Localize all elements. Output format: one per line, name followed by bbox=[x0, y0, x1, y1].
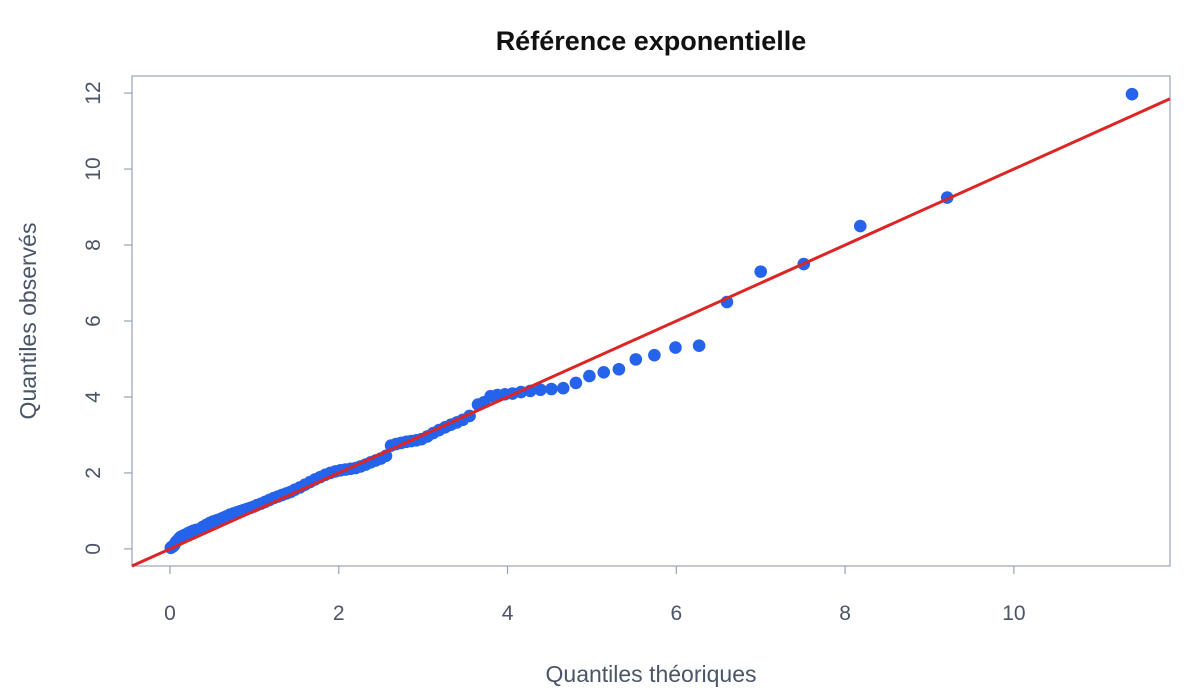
y-tick-label: 12 bbox=[82, 81, 105, 104]
data-point bbox=[556, 381, 570, 395]
x-tick-label: 4 bbox=[502, 602, 514, 625]
x-tick-label: 10 bbox=[1002, 602, 1025, 625]
data-point bbox=[754, 265, 768, 278]
data-point bbox=[692, 339, 706, 352]
data-point bbox=[545, 382, 558, 396]
data-point bbox=[569, 376, 583, 390]
data-point bbox=[612, 362, 626, 376]
reference-line-layer bbox=[131, 97, 1171, 568]
x-tick-label: 0 bbox=[164, 602, 176, 625]
data-point bbox=[669, 341, 682, 354]
x-axis-label: Quantiles théoriques bbox=[546, 661, 757, 687]
x-tick-label: 8 bbox=[839, 602, 851, 625]
x-tick-label: 2 bbox=[333, 602, 345, 625]
y-tick-label: 6 bbox=[82, 315, 105, 327]
y-tick-label: 2 bbox=[82, 467, 105, 479]
data-point bbox=[648, 348, 661, 362]
y-axis: 0 2 4 6 8 10 12 bbox=[82, 81, 132, 555]
data-point bbox=[629, 353, 643, 366]
data-point bbox=[534, 383, 547, 397]
data-point bbox=[853, 219, 867, 233]
plot-area: 0 2 4 6 10 8 0 2 4 6 8 10 12 bbox=[82, 75, 1171, 625]
y-tick-label: 0 bbox=[82, 543, 105, 555]
x-tick-label: 6 bbox=[670, 602, 682, 625]
y-tick-label: 8 bbox=[82, 239, 105, 251]
data-point bbox=[597, 365, 611, 379]
data-point bbox=[1125, 87, 1139, 101]
data-point bbox=[583, 369, 596, 383]
x-axis: 0 2 4 6 10 8 bbox=[164, 566, 1026, 625]
reference-line bbox=[131, 97, 1171, 568]
y-tick-label: 4 bbox=[82, 391, 105, 403]
chart-title: Référence exponentielle bbox=[496, 26, 807, 56]
y-axis-label: Quantiles observés bbox=[15, 223, 41, 420]
y-tick-label: 10 bbox=[82, 157, 105, 180]
